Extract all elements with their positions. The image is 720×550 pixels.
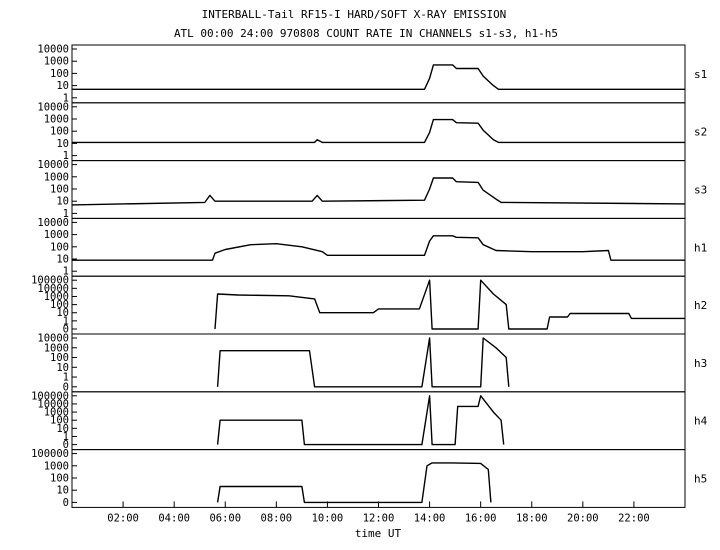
- panel-frame: [71, 44, 686, 104]
- y-tick-label: 100000: [31, 448, 69, 460]
- y-tick-label: 10: [56, 196, 69, 208]
- y-tick-label: 100000: [31, 390, 69, 402]
- panel-frame: [71, 333, 686, 393]
- y-tick-label: 1: [63, 372, 69, 384]
- y-tick-label: 0: [63, 497, 69, 509]
- panel-label-h2: h2: [694, 299, 707, 312]
- x-tick-label: 10:00: [312, 512, 344, 524]
- panel-frame: [71, 160, 686, 219]
- y-tick-label: 1: [63, 208, 69, 220]
- panel-label-h4: h4: [694, 415, 708, 428]
- x-tick-label: 08:00: [261, 512, 293, 524]
- y-tick-label: 10: [56, 138, 69, 150]
- series-line-s3: [71, 177, 686, 206]
- series-line-h3: [216, 337, 510, 388]
- panel-label-s2: s2: [694, 126, 707, 139]
- x-tick-label: 20:00: [567, 512, 599, 524]
- y-tick-label: 10000: [37, 398, 69, 410]
- y-tick-label: 0: [63, 381, 69, 393]
- y-tick-label: 0: [63, 324, 69, 336]
- y-tick-label: 1: [63, 266, 69, 278]
- chart-title: INTERBALL-Tail RF15-I HARD/SOFT X-RAY EM…: [202, 8, 507, 21]
- panel-label-s3: s3: [694, 184, 707, 197]
- panel-frame: [71, 275, 686, 335]
- series-line-h5: [216, 462, 492, 504]
- y-tick-label: 1000: [44, 56, 69, 68]
- y-tick-label: 10: [56, 80, 69, 92]
- x-axis-label: time UT: [355, 527, 402, 540]
- y-tick-label: 1: [63, 431, 69, 443]
- y-tick-label: 1000: [44, 460, 69, 472]
- x-tick-label: 18:00: [516, 512, 548, 524]
- x-axis: 02:00 04:00 06:00 08:00 10:00 12:00 14:00 16:00…: [107, 501, 650, 524]
- y-tick-label: 100000: [31, 275, 69, 287]
- y-tick-label: 1000: [44, 171, 69, 183]
- y-tick-label: 1000: [44, 342, 69, 354]
- x-tick-label: 04:00: [158, 512, 190, 524]
- panel-frame: [71, 102, 686, 162]
- x-tick-label: 22:00: [618, 512, 650, 524]
- y-tick-label: 1: [63, 92, 69, 104]
- y-tick-label: 10000: [37, 44, 69, 56]
- y-tick-label: 1000: [44, 407, 69, 419]
- y-tick-label: 1000: [44, 114, 69, 126]
- series-line-h4: [216, 395, 505, 446]
- y-tick-label: 10: [56, 254, 69, 266]
- y-tick-label: 10000: [37, 333, 69, 345]
- x-tick-label: 06:00: [209, 512, 241, 524]
- y-tick-label: 10000: [37, 283, 69, 295]
- y-tick-label: 10: [56, 362, 69, 374]
- y-tick-label: 10: [56, 485, 69, 497]
- y-tick-label: 10000: [37, 217, 69, 229]
- y-tick-label: 100: [50, 299, 69, 311]
- series-line-h1: [72, 235, 685, 261]
- panel-frame: [71, 217, 686, 277]
- y-tick-label: 1: [63, 150, 69, 162]
- panel-label-h3: h3: [694, 357, 707, 370]
- y-tick-label: 100: [50, 68, 69, 80]
- panel-label-s1: s1: [694, 68, 707, 81]
- y-tick-label: 10: [56, 423, 69, 435]
- y-tick-label: 10000: [37, 101, 69, 113]
- y-tick-label: 0: [63, 439, 69, 451]
- panel-label-h1: h1: [694, 241, 707, 254]
- chart-subtitle: ATL 00:00 24:00 970808 COUNT RATE IN CHA…: [174, 27, 558, 40]
- series-line-s1: [72, 64, 685, 91]
- y-tick-label: 1: [63, 315, 69, 327]
- y-tick-label: 100: [50, 126, 69, 138]
- x-tick-label: 02:00: [107, 512, 139, 524]
- x-tick-label: 16:00: [465, 512, 497, 524]
- x-tick-label: 12:00: [363, 512, 395, 524]
- y-tick-label: 100: [50, 184, 69, 196]
- y-tick-label: 100: [50, 473, 69, 485]
- panel-frame: [71, 391, 686, 451]
- panel-label-h5: h5: [694, 473, 707, 486]
- series-line-h2: [214, 279, 685, 330]
- series-line-s2: [72, 118, 685, 144]
- y-tick-label: 100: [50, 415, 69, 427]
- panel-frame: [71, 449, 686, 508]
- y-tick-label: 1000: [44, 229, 69, 241]
- y-tick-label: 100: [50, 241, 69, 253]
- y-tick-label: 10: [56, 307, 69, 319]
- y-tick-label: 10000: [37, 159, 69, 171]
- panels-group: 100001000100101s1100001000100101s2100001…: [31, 44, 708, 509]
- y-tick-label: 100: [50, 352, 69, 364]
- y-tick-label: 1000: [44, 291, 69, 303]
- x-tick-label: 14:00: [414, 512, 446, 524]
